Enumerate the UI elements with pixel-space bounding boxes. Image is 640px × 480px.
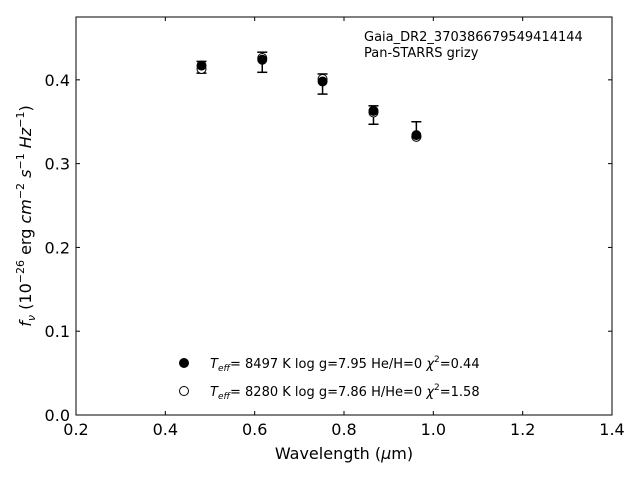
legend: Teff= 8497 K log g=7.95 He/H=0 χ2=0.44 T… [179, 355, 480, 402]
y-tick-label: 0.2 [45, 238, 70, 257]
y-axis-label: fν (10−26 erg cm−2 s−1 Hz−1) [14, 105, 38, 326]
x-tick-label: 0.4 [153, 420, 178, 439]
plot-frame [75, 16, 613, 416]
y-tick-label: 0.3 [45, 155, 70, 174]
model-point-filled [411, 130, 422, 141]
model-point-filled [368, 105, 379, 116]
x-tick-label: 0.8 [331, 420, 356, 439]
model-point-filled [196, 60, 207, 71]
x-tick-label: 1.0 [421, 420, 446, 439]
model-point-filled [257, 54, 268, 65]
legend-chi-db: =1.58 [440, 385, 480, 400]
x-axis-label: Wavelength (μm) [275, 444, 413, 463]
x-tick-label: 1.4 [599, 420, 624, 439]
y-tick-label: 0.4 [45, 71, 70, 90]
legend-marker-open [179, 386, 189, 396]
x-tick-label: 0.6 [242, 420, 267, 439]
legend-values-da: 8497 K log g=7.95 He/H=0 [245, 357, 426, 372]
x-tick-label: 0.2 [63, 420, 88, 439]
legend-marker-filled [179, 358, 189, 368]
legend-label-db: Teff= 8280 K log g=7.86 H/He=0 χ2=1.58 [210, 383, 480, 402]
y-tick-label: 0.0 [45, 406, 70, 425]
legend-label-da: Teff= 8497 K log g=7.95 He/H=0 χ2=0.44 [210, 355, 480, 374]
photometry-label: Pan-STARRS grizy [364, 46, 479, 61]
y-tick-label: 0.1 [45, 322, 70, 341]
legend-values-db: 8280 K log g=7.86 H/He=0 [245, 385, 426, 400]
model-point-filled [317, 76, 328, 87]
x-tick-label: 1.2 [510, 420, 535, 439]
object-name: Gaia_DR2_370386679549414144 [364, 30, 583, 45]
legend-chi-da: =0.44 [440, 357, 480, 372]
